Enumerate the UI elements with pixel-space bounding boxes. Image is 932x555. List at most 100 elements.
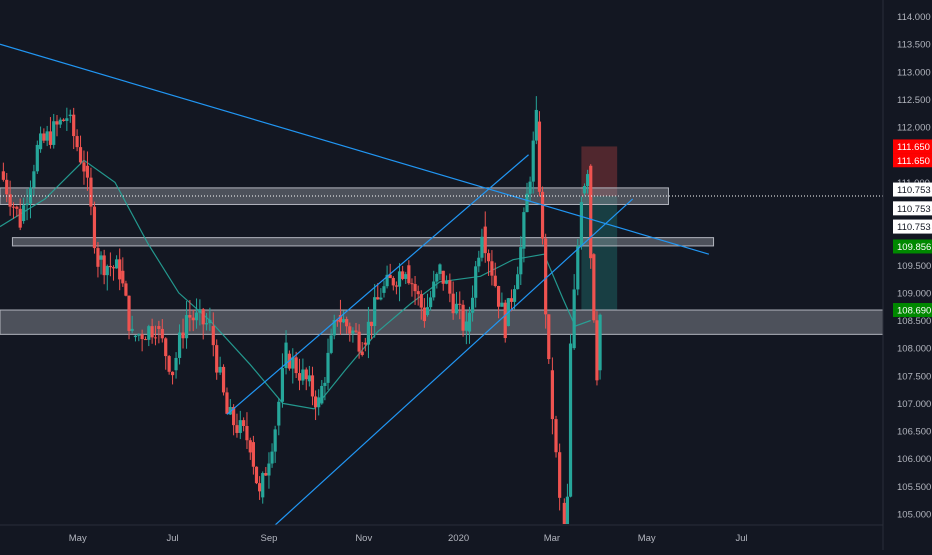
candle-body (568, 343, 573, 497)
zone-rect[interactable] (0, 309, 884, 335)
candle-body (376, 297, 380, 300)
candle-body (32, 171, 36, 188)
price-marker-label: 109.856 (897, 242, 931, 253)
candle-body (242, 420, 246, 426)
candle-body (147, 326, 151, 340)
candle-body (270, 451, 274, 464)
time-tick-label: Jul (735, 533, 747, 544)
price-marker-box (893, 201, 932, 216)
candle-body (589, 165, 593, 259)
candle-body (11, 206, 16, 208)
candle-body (394, 285, 399, 287)
candle-body (258, 483, 262, 492)
candle-body (438, 264, 442, 274)
candle-body (503, 302, 507, 339)
candle-body (379, 297, 383, 300)
time-tick-label: Mar (544, 533, 560, 544)
price-tick-label: 109.000 (897, 288, 931, 299)
candle-body (341, 319, 346, 323)
candle-body (345, 319, 349, 327)
candle-body (225, 392, 229, 414)
candle-body (108, 265, 112, 268)
candle-body (544, 238, 548, 315)
candle-body (480, 236, 484, 258)
time-axis[interactable]: May Jul Sep Nov 2020 Mar May Jul (69, 533, 748, 544)
trendline[interactable] (0, 43, 710, 255)
candle-body (284, 342, 288, 369)
candle-body (363, 342, 367, 345)
candle-body (454, 303, 459, 314)
candle-body (114, 259, 119, 269)
candle-body (301, 369, 305, 381)
candle-body (184, 315, 189, 339)
position-tool[interactable] (581, 146, 618, 311)
candle-body (1, 171, 5, 180)
candle-body (432, 281, 436, 298)
candle-body (111, 267, 116, 269)
candle-body (351, 330, 355, 334)
candle-body (410, 283, 414, 285)
trendline[interactable] (226, 154, 529, 415)
candle-body (388, 274, 392, 279)
candle-body (586, 174, 590, 187)
candle-body (565, 496, 570, 524)
candle-body (354, 330, 358, 332)
candle-body (385, 274, 389, 287)
candle-body (52, 121, 56, 145)
candle-body (245, 425, 249, 441)
candle-body (75, 136, 79, 148)
moving-average (0, 159, 591, 410)
candle-body (291, 357, 295, 369)
candle-body (547, 314, 551, 360)
candle-body (5, 179, 9, 195)
candle-body (326, 352, 330, 383)
candle-body (461, 304, 465, 331)
candle-body (528, 181, 532, 194)
candle-body (188, 315, 192, 318)
candle-body (313, 396, 318, 408)
candle-body (174, 357, 178, 371)
candle-body (235, 425, 239, 433)
candle-body (360, 351, 364, 355)
candle-body (348, 326, 352, 334)
candle-body (267, 463, 271, 476)
price-marker-box (893, 139, 932, 154)
candle-body (373, 297, 377, 327)
candle-body (435, 273, 439, 282)
candle-body (137, 334, 141, 336)
candle-body (422, 307, 426, 322)
candle-body (369, 321, 374, 327)
candle-body (483, 226, 487, 254)
candle-body (28, 187, 33, 204)
candle-body (493, 275, 497, 286)
candle-body (323, 382, 327, 386)
candle-body (537, 121, 542, 192)
candle-body (121, 270, 125, 284)
price-tick-label: 108.500 (897, 316, 931, 327)
moving-average-line (0, 159, 591, 410)
zone-rect[interactable] (11, 237, 715, 247)
price-marker-label: 108.690 (897, 306, 931, 317)
candle-body (562, 502, 566, 524)
candle-body (38, 133, 43, 150)
candle-body (582, 186, 587, 194)
trendline[interactable] (274, 198, 634, 526)
time-tick-label: 2020 (448, 533, 469, 544)
time-tick-label: Sep (260, 533, 277, 544)
candle-body (130, 328, 134, 331)
candle-body (133, 335, 138, 338)
candle-body (8, 194, 12, 207)
candle-body (15, 206, 19, 209)
price-marker-label: 110.753 (897, 185, 931, 196)
candle-body (335, 320, 339, 322)
price-marker-box (893, 303, 932, 318)
trendlines[interactable] (0, 43, 710, 526)
zone-rect[interactable] (0, 187, 669, 205)
candle-body (143, 339, 148, 341)
candle-body (512, 289, 517, 302)
support-resistance-zones[interactable] (0, 187, 884, 335)
take-profit-area (581, 196, 618, 311)
